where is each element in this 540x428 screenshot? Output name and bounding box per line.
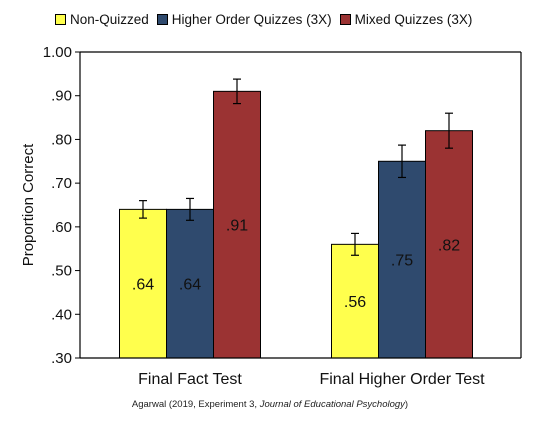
y-tick-label: .30 xyxy=(51,350,72,367)
bar xyxy=(425,130,473,359)
legend-label-mixed-quizzes: Mixed Quizzes (3X) xyxy=(354,12,473,27)
data-label: .64 xyxy=(179,277,201,294)
legend-swatch-non-quizzed xyxy=(55,14,66,25)
legend-label-non-quizzed: Non-Quizzed xyxy=(70,12,149,27)
legend-label-higher-order-quizzes: Higher Order Quizzes (3X) xyxy=(171,12,332,27)
y-tick-label: .70 xyxy=(51,175,72,192)
y-axis-label: Proportion Correct xyxy=(20,143,37,266)
y-tick-label: .90 xyxy=(51,88,72,105)
y-tick-label: .40 xyxy=(51,306,72,323)
data-label: .75 xyxy=(391,253,413,270)
bar xyxy=(378,160,426,359)
legend-swatch-higher-order-quizzes xyxy=(156,14,168,25)
x-tick-label: Final Higher Order Test xyxy=(319,371,485,388)
legend-item-mixed-quizzes: Mixed Quizzes (3X) xyxy=(339,12,473,27)
data-label: .82 xyxy=(438,237,460,254)
caption-journal: Journal of Educational Psychology xyxy=(259,399,405,410)
legend-item-non-quizzed: Non-Quizzed xyxy=(55,12,149,27)
data-label: .56 xyxy=(344,294,366,311)
legend-swatch-mixed-quizzes xyxy=(339,14,351,25)
y-tick-label: .50 xyxy=(51,263,72,280)
chart-legend: Non-Quizzed Higher Order Quizzes (3X) Mi… xyxy=(55,12,480,27)
y-tick-label: .60 xyxy=(51,219,72,236)
caption-suffix: ) xyxy=(404,399,409,410)
y-tick-label: 1.00 xyxy=(43,44,72,61)
bar xyxy=(331,243,379,359)
y-tick-label: .80 xyxy=(51,131,72,148)
figure-caption: Agarwal (2019, Experiment 3, Journal of … xyxy=(0,399,540,410)
caption-prefix: Agarwal (2019, Experiment 3, xyxy=(131,399,260,410)
x-tick-label: Final Fact Test xyxy=(138,371,242,388)
legend-item-higher-order-quizzes: Higher Order Quizzes (3X) xyxy=(156,12,332,27)
data-label: .64 xyxy=(132,277,154,294)
data-label: .91 xyxy=(226,218,248,235)
